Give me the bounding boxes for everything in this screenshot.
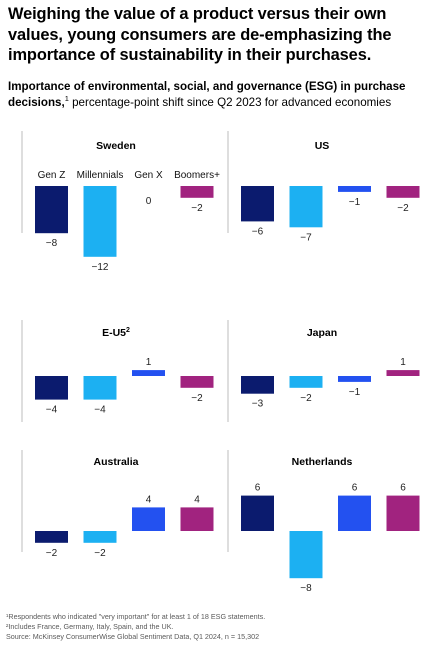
data-label: 0 [146,196,152,207]
bar-millennials [83,376,117,400]
category-label: Boomers+ [174,170,220,181]
bar-boomers- [386,186,420,198]
panel-title: Japan [307,327,337,339]
bar-millennials [289,376,323,388]
bar-boomers- [386,495,420,531]
data-label: −4 [46,405,58,416]
category-label: Millennials [77,170,124,181]
footnote-1: ¹Respondents who indicated "very importa… [6,612,266,621]
data-label: −1 [349,197,361,208]
data-label: −1 [349,387,361,398]
panel-title-footnote-marker: 2 [126,327,130,334]
data-label: −8 [300,583,312,594]
bar-gen-z [241,376,274,394]
bar-gen-x [338,495,371,531]
bar-millennials [83,531,117,543]
headline: Weighing the value of a product versus t… [8,5,392,64]
data-label: 4 [194,494,200,505]
bar-boomers- [180,376,214,388]
panel-title: Australia [94,456,139,468]
bar-gen-x [338,186,371,192]
data-label: 6 [352,483,358,494]
panel-sweden: Sweden −8 Gen Z −12 Millennials 0 Gen X −2 Boome… [21,131,220,273]
category-label: Gen X [134,170,163,181]
panel-title: Sweden [96,140,136,152]
data-label: 1 [400,357,406,368]
data-label: −12 [92,262,109,273]
footnote-2: ²Includes France, Germany, Italy, Spain,… [6,622,174,632]
data-label: −4 [94,405,106,416]
data-label: −7 [300,232,312,243]
panel-us: US −6 −7 −1 −2 [227,131,420,243]
panel-japan: Japan −3 −2 −1 1 [227,320,420,422]
data-label: −2 [300,393,312,404]
data-label: −6 [252,226,264,237]
subtitle-footnote-marker: 1 [64,94,69,104]
subtitle-rest: percentage-point shift since Q2 2023 for… [68,96,392,109]
data-label: −3 [252,399,264,410]
data-label: −2 [191,203,203,214]
bar-gen-x [132,370,165,376]
data-label: −2 [46,548,58,559]
panel-title: US [315,140,330,152]
panel-netherlands: Netherlands 6 −8 6 6 [227,450,420,594]
bar-gen-z [241,186,274,222]
footnotes: ¹Respondents who indicated "very importa… [6,612,442,643]
bar-millennials [289,531,323,579]
bar-gen-z [35,376,68,400]
source-note: Source: McKinsey ConsumerWise Global Sen… [6,632,260,642]
category-label: Gen Z [38,170,66,181]
subtitle-bold: Importance of environmental, social, and… [8,80,406,109]
data-label: −2 [191,393,203,404]
panel-e-u5: E-U52 −4 −4 1 −2 [21,320,214,422]
bar-boomers- [386,370,420,376]
panel-title: Netherlands [292,456,353,468]
bar-millennials [83,186,117,257]
bar-boomers- [180,507,214,531]
bar-gen-x [338,376,371,382]
data-label: −2 [94,548,106,559]
data-label: 6 [255,483,261,494]
data-label: 4 [146,494,152,505]
chart-subtitle: Importance of environmental, social, and… [8,79,444,111]
panel-title: E-U52 [102,327,130,339]
panel-australia: Australia −2 −2 4 4 [21,450,214,559]
bar-gen-z [241,495,274,531]
data-label: 6 [400,483,406,494]
bar-gen-z [35,531,68,543]
data-label: −8 [46,238,58,249]
bar-gen-z [35,186,68,234]
bar-millennials [289,186,323,228]
data-label: 1 [146,357,152,368]
bar-boomers- [180,186,214,198]
bar-gen-x [132,507,165,531]
data-label: −2 [397,203,409,214]
